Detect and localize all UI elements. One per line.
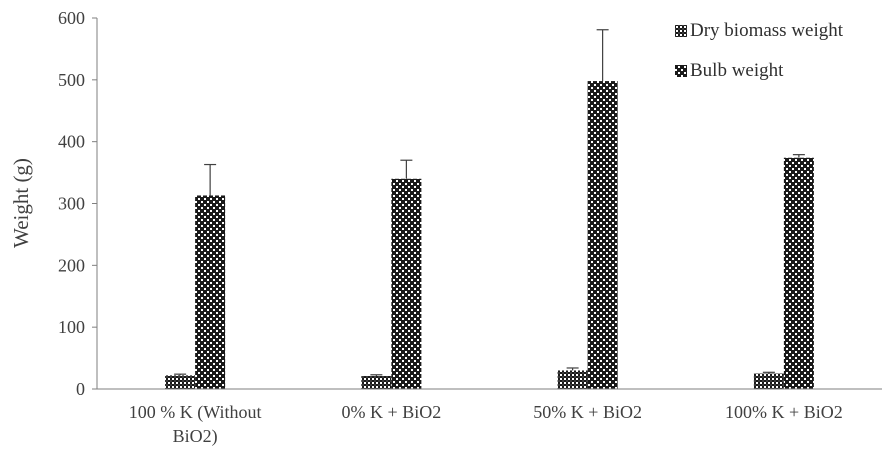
y-tick-label: 300 — [58, 194, 85, 214]
bar-dry-biomass-3 — [753, 373, 784, 389]
x-category-label: BiO2) — [173, 426, 218, 447]
legend-swatch — [675, 65, 687, 77]
legend-label: Bulb weight — [690, 60, 784, 81]
y-axis-ticks: 0 100 200 300 400 500 600 — [58, 8, 97, 399]
bar-bulb-0 — [195, 195, 226, 389]
x-category-label: 100% K + BiO2 — [725, 402, 843, 422]
bar-dry-biomass-2 — [557, 370, 588, 389]
bar-bulb-3 — [783, 157, 814, 389]
y-axis-label: Weight (g) — [9, 158, 33, 248]
y-tick-label: 0 — [76, 379, 85, 399]
axes — [96, 18, 882, 390]
legend: Dry biomass weight Bulb weight — [675, 20, 844, 81]
bar-bulb-2 — [587, 81, 618, 389]
y-tick-label: 500 — [58, 70, 85, 90]
bar-dry-biomass-0 — [165, 375, 196, 389]
x-category-label: 100 % K (Without — [129, 402, 262, 423]
y-tick-label: 200 — [58, 255, 85, 275]
bars — [165, 81, 814, 389]
y-tick-label: 100 — [58, 317, 85, 337]
x-category-label: 50% K + BiO2 — [533, 402, 642, 422]
category-labels: 100 % K (Without BiO2) 0% K + BiO2 50% K + … — [129, 402, 843, 447]
bar-bulb-1 — [391, 178, 422, 389]
legend-label: Dry biomass weight — [690, 20, 844, 41]
x-category-label: 0% K + BiO2 — [342, 402, 442, 422]
y-tick-label: 600 — [58, 8, 85, 28]
error-bars — [174, 29, 805, 377]
legend-swatch — [675, 25, 687, 37]
y-tick-label: 400 — [58, 132, 85, 152]
bar-dry-biomass-1 — [361, 376, 392, 389]
